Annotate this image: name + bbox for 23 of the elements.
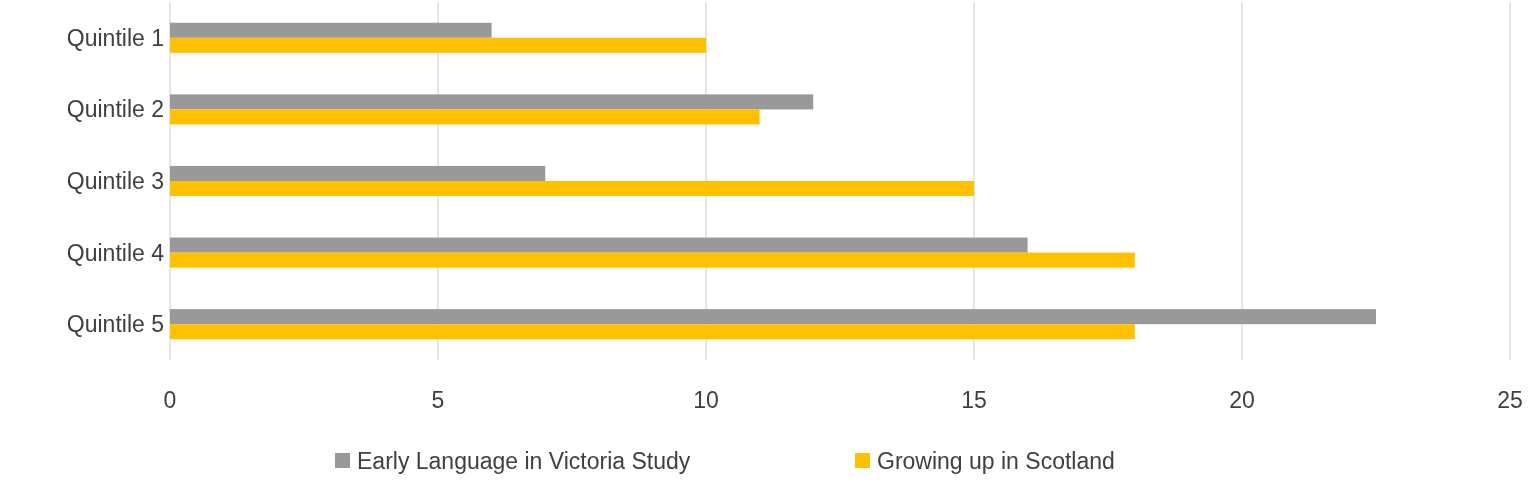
bar	[170, 109, 760, 125]
legend-label: Growing up in Scotland	[877, 447, 1115, 474]
x-tick-label: 25	[1497, 387, 1523, 413]
bar	[170, 37, 706, 53]
y-tick-label: Quintile 4	[66, 239, 165, 266]
x-tick-label: 15	[961, 387, 987, 413]
y-tick-label: Quintile 1	[66, 24, 164, 51]
x-tick-label: 10	[693, 387, 719, 413]
bar	[170, 22, 492, 38]
bar	[170, 252, 1135, 268]
x-tick-label: 20	[1229, 387, 1255, 413]
bar	[170, 324, 1135, 340]
y-tick-label: Quintile 3	[66, 168, 164, 195]
bar	[170, 94, 814, 110]
y-tick-label: Quintile 5	[66, 311, 164, 338]
bar	[170, 165, 546, 181]
y-tick-label: Quintile 2	[66, 96, 164, 123]
x-tick-label: 5	[431, 387, 445, 413]
bar	[170, 309, 1376, 325]
legend-label: Early Language in Victoria Study	[357, 447, 691, 474]
x-tick-label: 0	[163, 387, 177, 413]
bar	[170, 237, 1028, 253]
bar	[170, 181, 974, 197]
